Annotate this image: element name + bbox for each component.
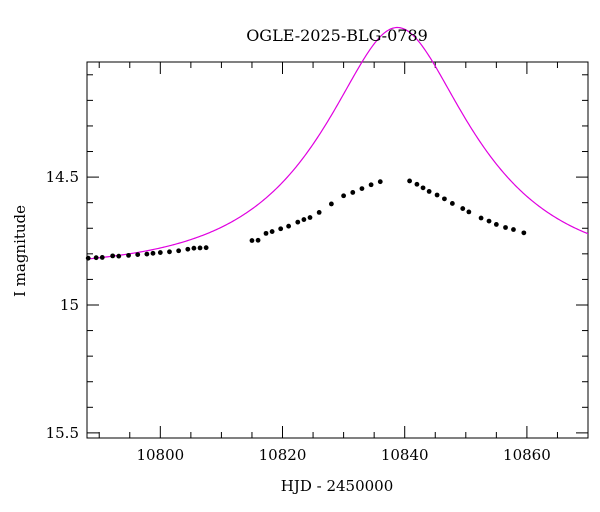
x-tick-label: 10860	[503, 446, 551, 464]
x-tick-label: 10800	[136, 446, 184, 464]
data-point	[157, 250, 163, 255]
data-point	[167, 249, 172, 255]
data-point	[269, 229, 275, 234]
data-point	[249, 238, 255, 243]
data-point	[466, 209, 472, 215]
model-curve	[86, 26, 589, 260]
data-point	[368, 182, 374, 188]
data-point	[486, 218, 492, 224]
data-point	[442, 196, 447, 202]
data-point	[359, 186, 365, 192]
data-point	[295, 219, 301, 225]
data-point	[350, 190, 356, 195]
plot-frame	[86, 61, 589, 439]
data-point	[301, 217, 307, 222]
data-point	[185, 246, 191, 252]
x-axis-label: HJD - 2450000	[281, 477, 394, 495]
data-point	[434, 192, 440, 198]
data-point	[377, 179, 383, 185]
y-tick-label: 15.5	[46, 424, 79, 442]
data-point	[316, 210, 322, 215]
data-point	[503, 225, 508, 230]
data-points	[85, 178, 527, 261]
data-point	[278, 226, 284, 232]
chart-title: OGLE-2025-BLG-0789	[246, 26, 428, 45]
data-point	[328, 201, 334, 207]
data-point	[478, 215, 484, 221]
data-point	[144, 251, 150, 257]
data-point	[255, 237, 261, 243]
y-tick-label: 15	[60, 296, 79, 314]
data-point	[286, 223, 292, 229]
data-point	[116, 253, 122, 259]
data-point	[511, 227, 516, 232]
data-point	[203, 245, 209, 251]
data-point	[307, 215, 313, 220]
data-point	[110, 253, 116, 259]
data-point	[263, 230, 269, 236]
x-tick-label: 10820	[259, 446, 307, 464]
data-point	[176, 248, 182, 254]
data-point	[197, 245, 203, 251]
data-point	[460, 206, 466, 211]
data-point	[407, 178, 412, 184]
data-point	[341, 193, 347, 199]
data-point	[521, 230, 527, 236]
data-point	[414, 181, 420, 187]
data-point	[420, 185, 426, 191]
x-tick-label: 10840	[381, 446, 429, 464]
data-point	[191, 245, 197, 251]
data-point	[449, 201, 455, 206]
data-point	[150, 250, 156, 256]
y-tick-label: 14.5	[46, 168, 79, 186]
data-point	[85, 255, 91, 261]
data-point	[135, 252, 141, 258]
data-point	[493, 222, 499, 227]
tick-marks	[87, 62, 589, 438]
data-point	[126, 252, 131, 258]
data-point	[99, 255, 105, 260]
data-point	[93, 255, 99, 261]
data-point	[426, 189, 432, 194]
tick-labels: 10800 10820 10840 10860 14.5 15 15.5	[46, 168, 551, 464]
y-axis-label: I magnitude	[11, 205, 29, 297]
